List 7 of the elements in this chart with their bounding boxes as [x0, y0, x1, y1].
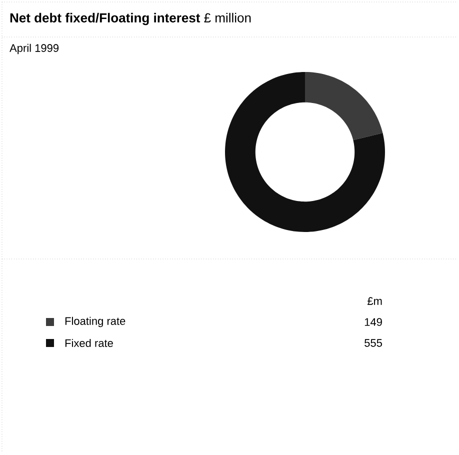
data-label: 555 [364, 339, 382, 347]
legend-label: Fixed rate [65, 338, 113, 348]
chart-subtitle: April 1999 [10, 44, 59, 54]
legend-label: Floating rate [65, 316, 126, 328]
legend-title: £m [367, 297, 382, 305]
chart-title: Net debt fixed/Floating interest £ million [10, 12, 251, 26]
data-label: 149 [364, 318, 382, 326]
